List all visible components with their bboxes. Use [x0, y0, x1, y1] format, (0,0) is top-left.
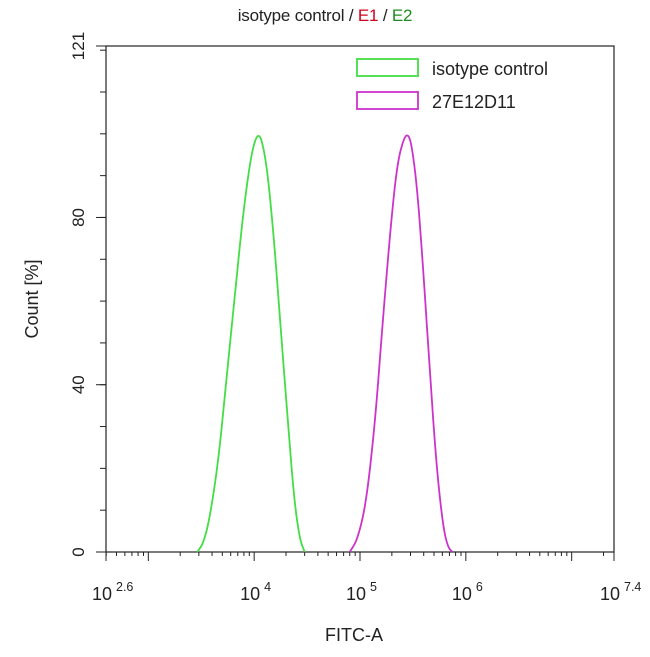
title-sep-2: / [378, 6, 392, 25]
x-tick-label: 10 [240, 584, 260, 604]
title-part-isotype: isotype control [237, 6, 345, 25]
legend-label-1: 27E12D11 [432, 92, 516, 112]
y-axis-label: Count [%] [22, 259, 42, 338]
x-tick-label: 10 [346, 584, 366, 604]
series-curve-antibody [348, 134, 454, 553]
x-tick-exponent: 4 [264, 580, 271, 594]
title-sep-1: / [344, 6, 358, 25]
title-part-e1: E1 [357, 6, 379, 25]
chart-title: isotype control / E1 / E2 [0, 6, 650, 26]
legend-swatch-0 [356, 58, 419, 77]
legend-label-0: isotype control [432, 59, 548, 79]
x-tick-label: 10 [600, 584, 620, 604]
y-tick-label: 0 [69, 547, 88, 556]
y-tick-label: 40 [69, 375, 88, 394]
y-tick-label: 121 [69, 32, 88, 60]
x-axis-label: FITC-A [325, 625, 383, 645]
x-tick-label: 10 [92, 584, 112, 604]
x-tick-exponent: 7.4 [624, 580, 641, 594]
x-tick-exponent: 2.6 [116, 580, 133, 594]
x-tick-exponent: 5 [370, 580, 377, 594]
legend-swatch-1 [356, 91, 419, 110]
y-tick-label: 80 [69, 208, 88, 227]
title-part-e2: E2 [391, 6, 413, 25]
series-curve-isotype-control [196, 135, 306, 553]
x-tick-exponent: 6 [476, 580, 483, 594]
x-tick-label: 10 [452, 584, 472, 604]
plot-frame [105, 45, 615, 553]
